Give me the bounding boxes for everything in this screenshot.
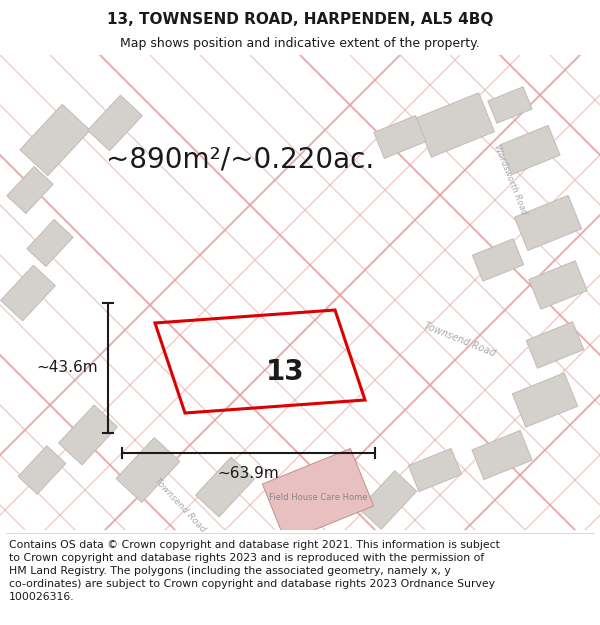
Polygon shape <box>416 92 494 158</box>
Text: ~43.6m: ~43.6m <box>37 361 98 376</box>
Polygon shape <box>526 322 584 368</box>
Polygon shape <box>514 196 581 251</box>
Polygon shape <box>59 405 118 465</box>
Polygon shape <box>409 448 461 492</box>
Text: Townsend Road: Townsend Road <box>152 476 208 534</box>
Text: 13, TOWNSEND ROAD, HARPENDEN, AL5 4BQ: 13, TOWNSEND ROAD, HARPENDEN, AL5 4BQ <box>107 12 493 27</box>
Polygon shape <box>88 95 142 151</box>
Polygon shape <box>1 265 55 321</box>
Text: Contains OS data © Crown copyright and database right 2021. This information is : Contains OS data © Crown copyright and d… <box>9 539 500 602</box>
Polygon shape <box>20 104 90 176</box>
Polygon shape <box>18 446 66 494</box>
Polygon shape <box>116 438 180 503</box>
Polygon shape <box>512 373 578 427</box>
Polygon shape <box>196 457 254 517</box>
Polygon shape <box>529 261 587 309</box>
Text: Townsend Road: Townsend Road <box>422 321 497 359</box>
Text: ~890m²/~0.220ac.: ~890m²/~0.220ac. <box>106 145 374 173</box>
Polygon shape <box>278 473 341 537</box>
Polygon shape <box>262 449 374 541</box>
Text: Wordsworth Road: Wordsworth Road <box>492 144 528 216</box>
Text: ~63.9m: ~63.9m <box>218 466 280 481</box>
Polygon shape <box>27 219 73 266</box>
Polygon shape <box>7 166 53 214</box>
Text: 13: 13 <box>266 357 304 386</box>
Text: Map shows position and indicative extent of the property.: Map shows position and indicative extent… <box>120 38 480 51</box>
Polygon shape <box>500 126 560 174</box>
Polygon shape <box>374 116 426 158</box>
Polygon shape <box>359 471 417 529</box>
Polygon shape <box>472 431 532 479</box>
Polygon shape <box>488 87 532 123</box>
Text: Field House Care Home: Field House Care Home <box>269 492 367 501</box>
Polygon shape <box>472 239 524 281</box>
